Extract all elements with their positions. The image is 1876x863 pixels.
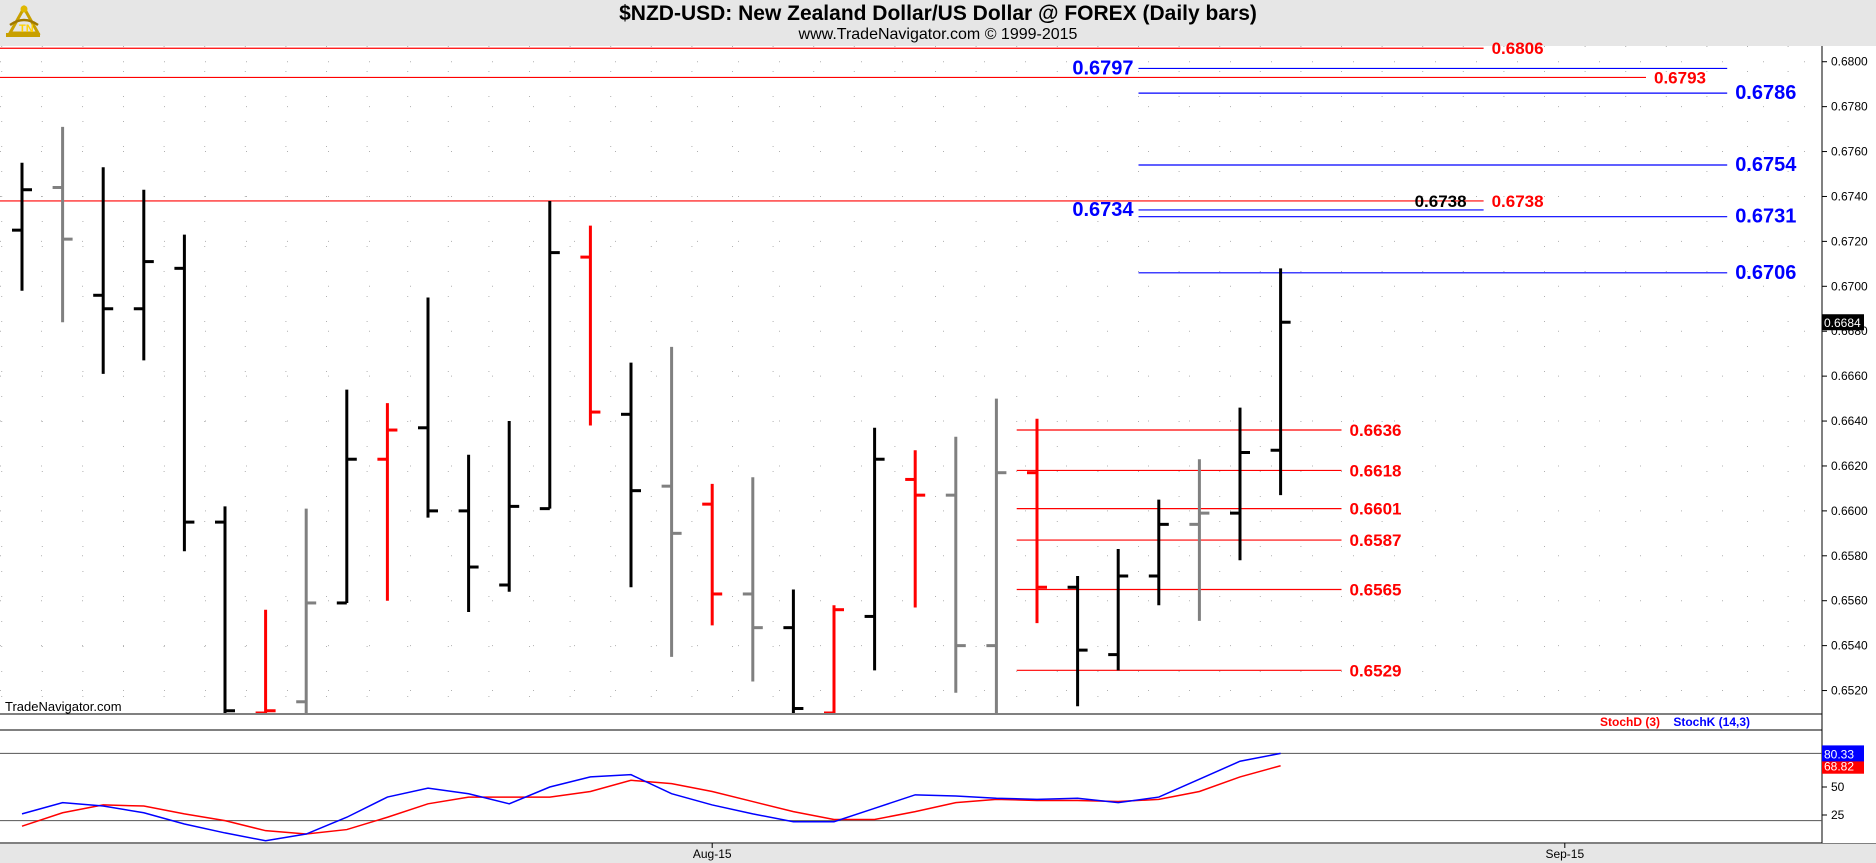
x-axis-strip	[0, 844, 1876, 863]
level-label: 0.6618	[1350, 461, 1402, 480]
y-tick-label: 0.6540	[1831, 639, 1868, 653]
page-title: $NZD-USD: New Zealand Dollar/US Dollar @…	[619, 2, 1257, 25]
svg-text:TN: TN	[19, 23, 34, 35]
level-label: 0.6806	[1492, 39, 1544, 58]
y-tick-label: 0.6620	[1831, 459, 1868, 473]
y-tick-label: 0.6800	[1831, 55, 1868, 69]
y-tick-label: 0.6520	[1831, 684, 1868, 698]
y-tick-label: 0.6600	[1831, 504, 1868, 518]
y-tick-label: 0.6580	[1831, 549, 1868, 563]
level-label: 0.6587	[1350, 531, 1402, 550]
legend-strip	[0, 715, 1876, 730]
stochastic-tick-label: 50	[1831, 780, 1845, 794]
annotation-label: 0.6738	[1415, 192, 1467, 211]
x-tick-label: Sep-15	[1545, 847, 1584, 861]
level-label: 0.6734	[1072, 199, 1134, 221]
y-tick-label: 0.6640	[1831, 414, 1868, 428]
stochk-line	[21, 752, 1281, 842]
stochastic-pane	[0, 731, 1822, 843]
stochd-line	[21, 764, 1281, 835]
y-tick-label: 0.6740	[1831, 189, 1868, 203]
level-label: 0.6797	[1072, 57, 1133, 79]
stochd-value-label: 68.82	[1824, 760, 1854, 774]
stochd-legend-label: StochD (3)	[1600, 715, 1660, 729]
price-pane	[0, 46, 1822, 713]
stochk-legend-label: StochK (14,3)	[1673, 715, 1751, 729]
level-label: 0.6793	[1654, 68, 1706, 87]
watermark-text: TradeNavigator.com	[5, 699, 122, 714]
y-tick-label: 0.6560	[1831, 594, 1868, 608]
stochastic-legend: StochD (3) StochK (14,3)	[1600, 715, 1750, 729]
x-tick-label: Aug-15	[693, 847, 732, 861]
y-tick-label: 0.6700	[1831, 279, 1868, 293]
level-label: 0.6738	[1492, 192, 1544, 211]
sextant-logo-icon: TN	[2, 2, 46, 42]
y-axis-strip	[1822, 46, 1876, 843]
level-label: 0.6636	[1350, 421, 1402, 440]
stochd-value-badge	[1822, 757, 1864, 774]
last-price-badge	[1822, 314, 1864, 331]
chart-header	[0, 0, 1876, 46]
ohlc-bars	[12, 126, 1291, 713]
stochk-value-label: 80.33	[1824, 747, 1854, 761]
level-label: 0.6754	[1735, 154, 1797, 176]
level-label: 0.6601	[1350, 500, 1402, 519]
y-tick-label: 0.6720	[1831, 234, 1868, 248]
stochastic-tick-label: 25	[1831, 808, 1845, 822]
level-label: 0.6529	[1350, 661, 1402, 680]
level-label: 0.6731	[1735, 206, 1796, 228]
level-label: 0.6565	[1350, 580, 1402, 599]
y-tick-label: 0.6660	[1831, 369, 1868, 383]
page-subtitle: www.TradeNavigator.com © 1999-2015	[798, 26, 1078, 43]
stochk-value-badge	[1822, 745, 1864, 762]
y-tick-label: 0.6760	[1831, 145, 1868, 159]
level-label: 0.6706	[1735, 262, 1796, 284]
last-price-label: 0.6684	[1824, 316, 1861, 330]
y-tick-label: 0.6780	[1831, 100, 1868, 114]
level-label: 0.6786	[1735, 82, 1796, 104]
